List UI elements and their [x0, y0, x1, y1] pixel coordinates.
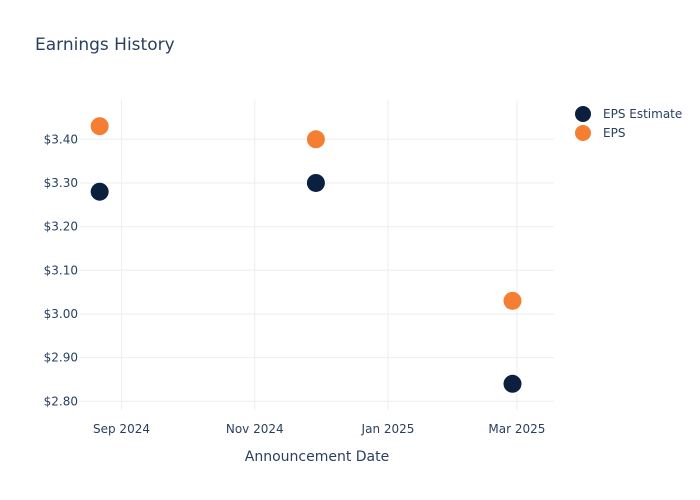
- eps-point[interactable]: [90, 117, 109, 136]
- eps-point[interactable]: [503, 291, 522, 310]
- grid-layer: [80, 100, 554, 410]
- legend-label-eps-estimate[interactable]: EPS Estimate: [603, 107, 682, 121]
- x-tick-label: Nov 2024: [226, 422, 284, 436]
- x-tick-label: Jan 2025: [361, 422, 415, 436]
- y-tick-label: $3.10: [44, 263, 78, 277]
- y-tick-label: $3.20: [44, 220, 78, 234]
- legend-marker-eps-estimate[interactable]: [575, 106, 591, 122]
- tick-layer: $2.80 $2.90 $3.00 $3.10 $3.20 $3.30 $3.40 Sep 2…: [44, 132, 546, 436]
- eps-estimate-point[interactable]: [306, 173, 325, 192]
- eps-point[interactable]: [306, 130, 325, 149]
- x-tick-label: Sep 2024: [93, 422, 150, 436]
- y-tick-label: $2.90: [44, 351, 78, 365]
- point-layer: [90, 117, 522, 393]
- chart-title: Earnings History: [35, 35, 175, 55]
- y-tick-label: $2.80: [44, 394, 78, 408]
- legend-marker-eps[interactable]: [575, 125, 591, 141]
- legend-label-eps[interactable]: EPS: [603, 126, 625, 140]
- x-tick-label: Mar 2025: [488, 422, 545, 436]
- x-axis-title: Announcement Date: [245, 449, 389, 465]
- legend: EPS Estimate EPS: [575, 106, 682, 141]
- eps-estimate-point[interactable]: [90, 182, 109, 201]
- y-tick-label: $3.00: [44, 307, 78, 321]
- eps-estimate-point[interactable]: [503, 374, 522, 393]
- y-tick-label: $3.30: [44, 176, 78, 190]
- y-tick-label: $3.40: [44, 132, 78, 146]
